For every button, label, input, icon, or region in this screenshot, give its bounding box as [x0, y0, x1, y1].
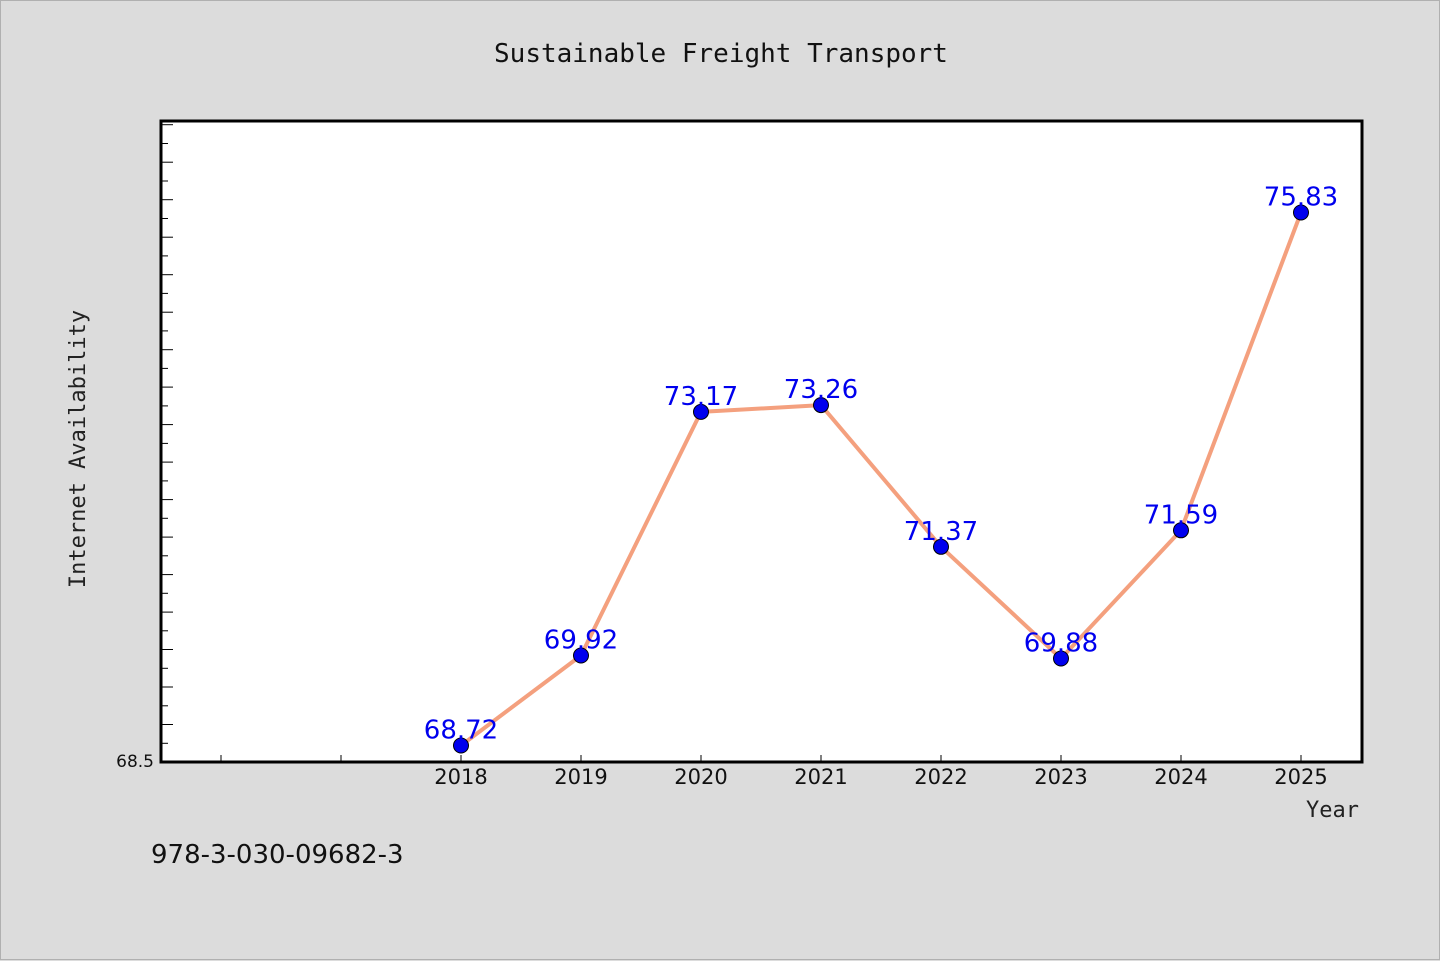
data-point [813, 397, 829, 414]
x-tick-label: 2023 [1034, 765, 1087, 789]
y-axis-min-label: 68.5 [116, 752, 154, 772]
x-tick-label: 2018 [434, 765, 487, 789]
data-label: 68.72 [424, 716, 498, 746]
x-axis-tick-labels: 2018 2019 2020 2021 2022 2023 2024 2025 [434, 765, 1327, 789]
x-axis-label: Year [1306, 798, 1359, 823]
x-axis-ticks [220, 755, 1302, 761]
data-label: 69.88 [1024, 629, 1098, 659]
series-markers [453, 204, 1309, 754]
y-axis-label: Internet Availability [66, 310, 91, 588]
x-tick-label: 2020 [674, 765, 727, 789]
data-label: 75.83 [1264, 183, 1338, 213]
plot-area [159, 119, 1364, 764]
chart-title: Sustainable Freight Transport [494, 39, 948, 69]
data-label: 73.17 [664, 382, 738, 412]
x-tick-label: 2021 [794, 765, 847, 789]
data-point [933, 538, 949, 555]
data-label: 71.37 [904, 517, 978, 547]
x-tick-label: 2019 [554, 765, 607, 789]
data-point [693, 403, 709, 420]
series-line [459, 211, 1303, 748]
data-labels: 68.72 69.92 73.17 73.26 71.37 69.88 71.59 75.83 [424, 183, 1338, 746]
series-lines [459, 211, 1303, 748]
x-tick-label: 2022 [914, 765, 967, 789]
data-point [453, 737, 469, 754]
isbn-text: 978-3-030-09682-3 [151, 840, 404, 870]
data-point [1173, 522, 1189, 539]
data-point [1293, 204, 1309, 221]
data-label: 73.26 [784, 375, 858, 405]
data-label: 71.59 [1144, 500, 1218, 530]
data-point [1053, 650, 1069, 667]
x-tick-label: 2025 [1274, 765, 1327, 789]
x-tick-label: 2024 [1154, 765, 1207, 789]
y-axis-ticks [161, 124, 173, 744]
data-point [573, 647, 589, 664]
data-label: 69.92 [544, 626, 618, 656]
